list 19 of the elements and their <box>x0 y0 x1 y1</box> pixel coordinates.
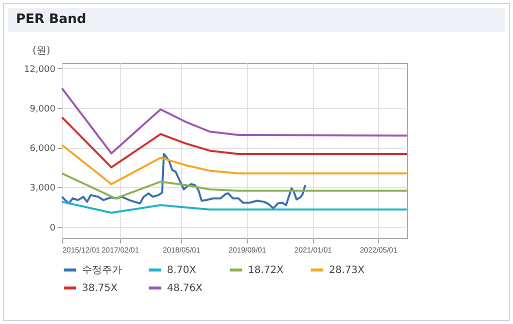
legend-label: 8.70X <box>167 265 196 276</box>
y-tick-label: 0 <box>50 223 56 234</box>
y-tick-label: 3,000 <box>30 184 56 194</box>
y-tick-label: 12,000 <box>24 64 56 75</box>
chart-title: PER Band <box>8 8 505 32</box>
line-series <box>61 144 408 186</box>
line-series <box>61 200 408 214</box>
y-axis-title: (원) <box>32 46 50 56</box>
line-series <box>61 87 408 154</box>
legend-label: 28.73X <box>329 265 365 276</box>
y-tick-label: 6,000 <box>30 144 56 154</box>
line-series <box>61 116 408 168</box>
line-series <box>61 153 306 210</box>
line-series <box>61 172 408 200</box>
legend-label: 38.75X <box>82 283 118 294</box>
y-tick-label: 9,000 <box>30 104 56 114</box>
legend-label: 18.72X <box>248 265 284 276</box>
legend-label: 48.76X <box>167 283 203 294</box>
legend-label: 수정주가 <box>82 265 122 276</box>
